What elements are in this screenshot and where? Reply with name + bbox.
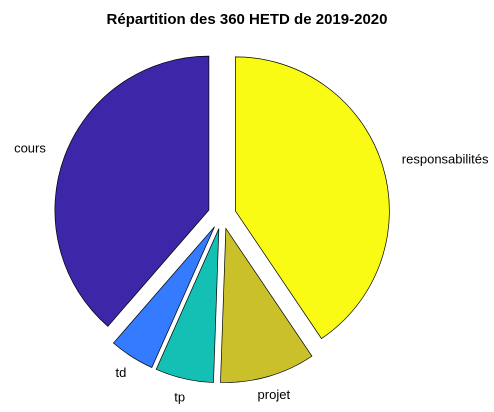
slice-label: cours bbox=[14, 141, 46, 156]
pie-slice bbox=[235, 56, 390, 340]
slice-label: td bbox=[116, 365, 127, 380]
pie-slice bbox=[155, 228, 220, 383]
pie-slice bbox=[220, 227, 313, 383]
chart-title: Répartition des 360 HETD de 2019-2020 bbox=[107, 11, 388, 28]
slice-label: tp bbox=[174, 390, 185, 405]
pie-slice bbox=[112, 226, 215, 368]
slice-label: projet bbox=[258, 387, 291, 402]
pie-slice bbox=[54, 55, 210, 327]
slice-label: responsabilités bbox=[402, 151, 489, 166]
